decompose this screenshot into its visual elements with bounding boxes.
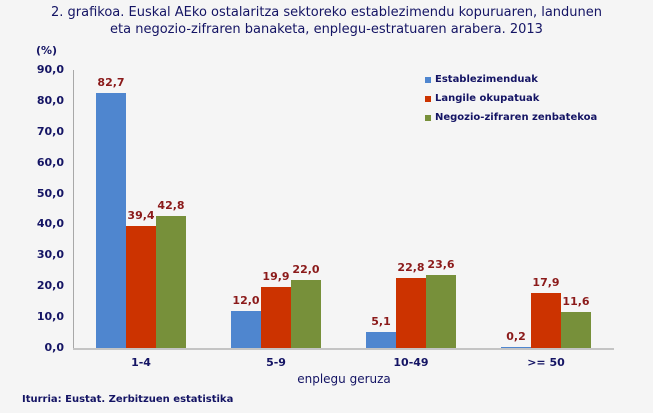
y-tick-label: 30,0 (36, 248, 64, 262)
chart-title: 2. grafikoa. Euskal AEko ostalaritza sek… (0, 4, 653, 38)
bar-langile-okupatuak-1 (261, 286, 291, 348)
x-category-label: 5-9 (266, 356, 286, 369)
y-tick-label: 80,0 (36, 93, 64, 107)
legend-swatch-icon (425, 76, 431, 83)
legend: Establezimenduak Langile okupatuak Negozio… (425, 70, 597, 127)
bar-establezimenduak-3 (501, 347, 531, 348)
x-axis-line (73, 348, 614, 350)
x-category-label: >= 50 (527, 356, 565, 369)
chart-title-line-1: 2. grafikoa. Euskal AEko ostalaritza sek… (51, 5, 602, 20)
y-tick-label: 70,0 (36, 124, 64, 138)
bar-establezimenduak-2 (366, 332, 396, 348)
bar-langile-okupatuak-2 (396, 277, 426, 348)
source-note: Iturria: Eustat. Zerbitzuen estatistika (22, 394, 234, 405)
bar-establezimenduak-0 (96, 92, 126, 348)
bar-langile-okupatuak-0 (126, 226, 156, 348)
y-tick-label: 0,0 (44, 341, 65, 354)
y-tick-label: 90,0 (36, 63, 64, 76)
legend-item: Establezimenduak (425, 70, 597, 89)
bar-negozio-zifraren-zenbatekoa-1 (291, 280, 321, 348)
legend-swatch-icon (425, 95, 431, 102)
value-label: 12,0 (232, 293, 260, 307)
value-label: 42,8 (157, 198, 185, 212)
y-tick-label: 40,0 (36, 217, 64, 231)
bar-negozio-zifraren-zenbatekoa-2 (426, 275, 456, 348)
value-label: 19,9 (262, 269, 290, 283)
bar-langile-okupatuak-3 (531, 292, 561, 348)
value-label: 22,0 (292, 263, 320, 277)
legend-label: Establezimenduak (435, 73, 538, 85)
value-label: 11,6 (562, 295, 590, 309)
bar-establezimenduak-1 (231, 310, 261, 348)
y-tick-label: 60,0 (36, 155, 64, 169)
bar-negozio-zifraren-zenbatekoa-0 (156, 215, 186, 348)
legend-label: Negozio-zifraren zenbatekoa (435, 111, 598, 123)
value-label: 82,7 (97, 75, 125, 89)
value-label: 17,9 (532, 275, 560, 289)
bar-negozio-zifraren-zenbatekoa-3 (561, 312, 591, 348)
value-label: 22,8 (397, 260, 425, 274)
y-tick-label: 10,0 (36, 310, 64, 324)
legend-item: Langile okupatuak (425, 89, 597, 108)
y-axis-line (73, 70, 74, 349)
y-tick-label: 20,0 (36, 279, 64, 293)
x-category-label: 10-49 (393, 356, 429, 369)
y-axis-unit: (%) (36, 44, 58, 57)
y-tick-label: 50,0 (36, 186, 64, 200)
legend-item: Negozio-zifraren zenbatekoa (425, 108, 597, 127)
x-axis-label: enplegu geruza (297, 372, 391, 386)
legend-swatch-icon (425, 114, 431, 121)
chart-title-line-2: eta negozio-zifraren banaketa, enplegu-e… (110, 22, 543, 37)
value-label: 23,6 (427, 258, 455, 272)
legend-label: Langile okupatuak (435, 92, 540, 104)
x-category-label: 1-4 (131, 356, 151, 369)
value-label: 39,4 (127, 209, 155, 223)
value-label: 0,2 (506, 330, 526, 343)
value-label: 5,1 (371, 315, 391, 329)
